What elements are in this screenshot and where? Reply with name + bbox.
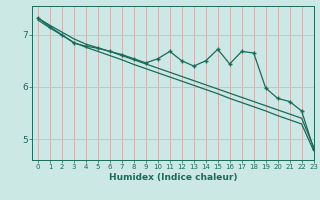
- X-axis label: Humidex (Indice chaleur): Humidex (Indice chaleur): [108, 173, 237, 182]
